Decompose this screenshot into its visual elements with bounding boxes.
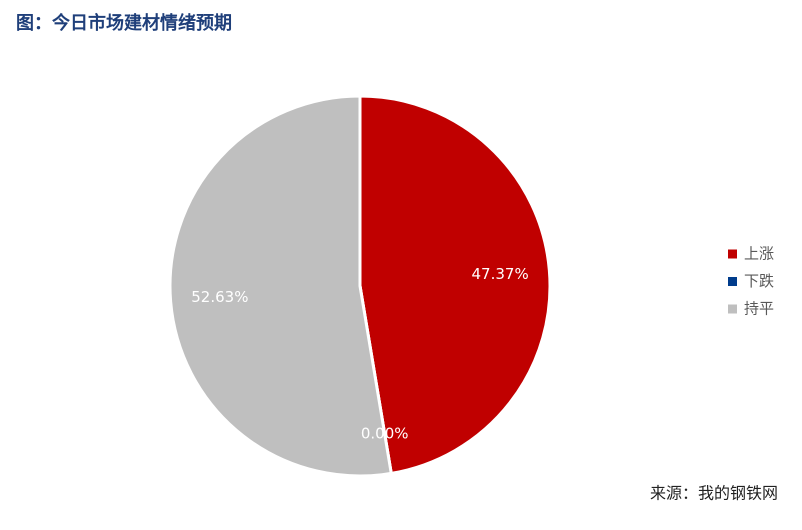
legend-marker — [728, 304, 737, 314]
legend-marker — [728, 277, 737, 286]
chart-title: 图：今日市场建材情绪预期 — [16, 12, 232, 34]
data-label: 52.63% — [191, 288, 248, 306]
data-label: 0.00% — [361, 424, 409, 442]
data-label: 47.37% — [472, 265, 529, 283]
legend-marker — [728, 249, 737, 259]
pie-slice — [168, 94, 393, 478]
legend-label: 下跌 — [744, 272, 774, 290]
legend-label: 持平 — [744, 300, 774, 318]
pie-slice — [358, 94, 552, 476]
legend-label: 上涨 — [744, 245, 774, 263]
source: 来源：我的钢铁网 — [650, 484, 778, 503]
